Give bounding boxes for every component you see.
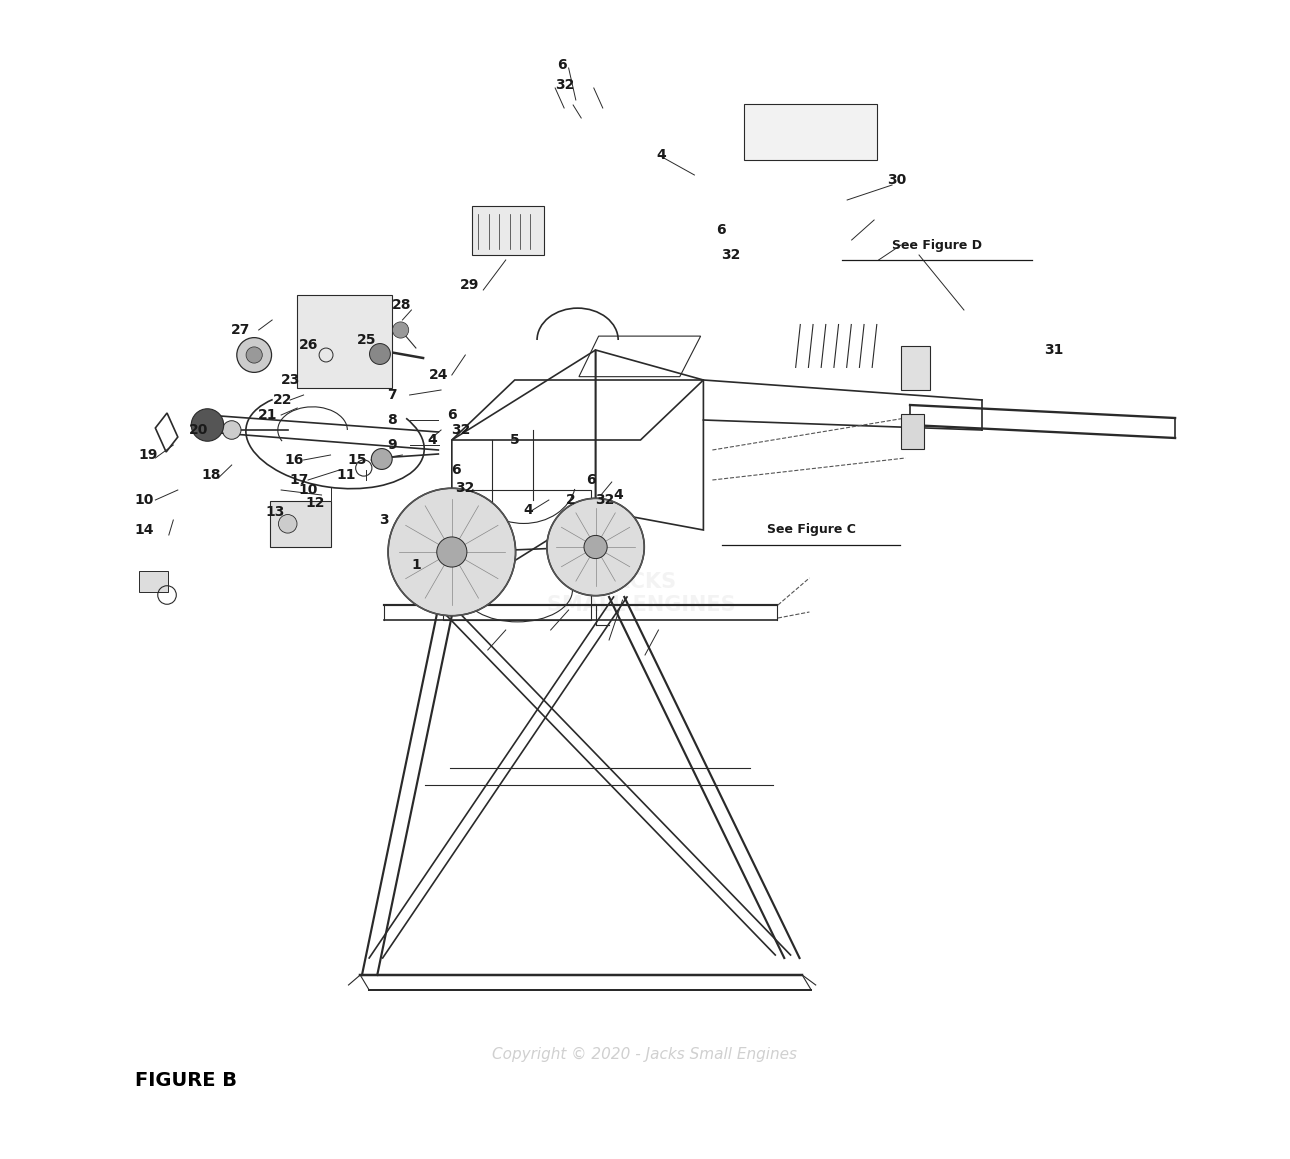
Bar (139, 571, 168, 592)
Text: 6: 6 (448, 408, 457, 422)
Text: 18: 18 (201, 468, 221, 482)
Text: 5: 5 (510, 433, 520, 447)
Circle shape (222, 421, 241, 439)
Text: JACKS
SMALL ENGINES: JACKS SMALL ENGINES (547, 571, 735, 615)
Text: 25: 25 (357, 333, 377, 347)
Text: 27: 27 (231, 323, 250, 337)
Text: 22: 22 (273, 393, 293, 407)
Text: 11: 11 (337, 468, 356, 482)
Bar (900, 345, 930, 389)
Text: 23: 23 (280, 373, 299, 387)
Circle shape (279, 515, 297, 533)
Text: 21: 21 (258, 408, 277, 422)
Text: 32: 32 (556, 78, 575, 92)
Text: 14: 14 (135, 523, 155, 537)
Text: 9: 9 (387, 438, 396, 452)
Text: 4: 4 (524, 503, 533, 517)
Text: 4: 4 (657, 148, 666, 162)
Circle shape (191, 409, 223, 442)
Bar (271, 501, 330, 547)
Text: 24: 24 (428, 369, 448, 382)
Text: FIGURE B: FIGURE B (135, 1071, 237, 1089)
Text: 16: 16 (284, 453, 303, 467)
Circle shape (369, 343, 391, 364)
Circle shape (246, 347, 262, 363)
Text: Copyright © 2020 - Jacks Small Engines: Copyright © 2020 - Jacks Small Engines (493, 1048, 797, 1062)
Text: 4: 4 (613, 488, 623, 502)
Text: 3: 3 (379, 513, 388, 527)
Circle shape (388, 488, 516, 615)
Text: 13: 13 (266, 505, 285, 519)
Text: 32: 32 (595, 493, 614, 506)
Text: 8: 8 (387, 413, 396, 427)
Circle shape (547, 498, 644, 596)
Text: 17: 17 (289, 473, 308, 487)
Bar (297, 296, 392, 388)
Circle shape (372, 449, 392, 469)
Circle shape (237, 337, 272, 372)
Circle shape (437, 537, 467, 567)
Text: 12: 12 (306, 496, 325, 510)
Text: 32: 32 (721, 248, 740, 262)
Text: 10: 10 (135, 493, 155, 506)
Text: See Figure C: See Figure C (766, 524, 855, 537)
Text: 32: 32 (454, 481, 475, 495)
Text: 26: 26 (298, 338, 317, 352)
Text: 6: 6 (586, 473, 596, 487)
Text: 6: 6 (451, 462, 461, 478)
Text: 10: 10 (298, 483, 317, 497)
Bar (744, 104, 877, 160)
Bar (900, 414, 924, 449)
Bar (472, 206, 544, 255)
Text: 6: 6 (716, 223, 726, 236)
Text: 19: 19 (138, 449, 157, 462)
Text: 28: 28 (392, 298, 412, 312)
Text: 7: 7 (387, 388, 396, 402)
Text: 31: 31 (1044, 343, 1063, 357)
Text: 32: 32 (451, 423, 471, 437)
Text: 20: 20 (188, 423, 208, 437)
Circle shape (584, 535, 608, 559)
Text: See Figure D: See Figure D (891, 239, 982, 252)
Text: 2: 2 (565, 493, 575, 506)
Text: 1: 1 (412, 557, 421, 573)
Text: 29: 29 (461, 278, 480, 292)
Text: 6: 6 (556, 58, 566, 72)
Text: 30: 30 (888, 173, 906, 187)
Text: 4: 4 (427, 433, 437, 447)
Circle shape (392, 322, 409, 338)
Text: 15: 15 (348, 453, 368, 467)
